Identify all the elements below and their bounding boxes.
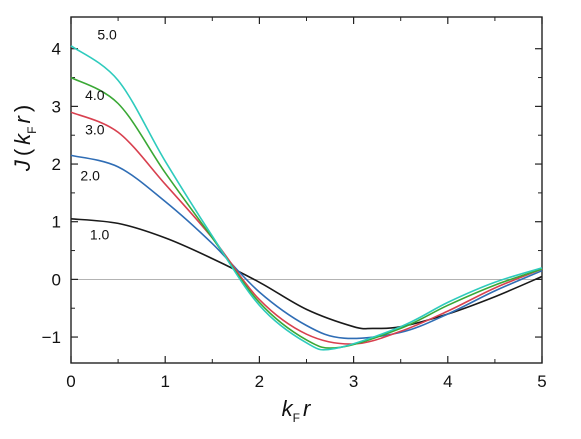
y-axis-title-open: (	[10, 148, 35, 156]
x-tick-label: 1	[160, 372, 169, 391]
curve-label-4.0: 4.0	[85, 87, 105, 103]
y-axis-title-k: k	[10, 133, 35, 145]
x-axis-title-r: r	[303, 396, 312, 421]
y-tick-label: 2	[52, 155, 61, 174]
curve-label-5.0: 5.0	[97, 26, 117, 42]
y-axis-title-close: )	[10, 105, 35, 112]
plot-frame	[70, 16, 543, 364]
tick-labels: 0 1 2 3 4 5 4 3 2 1 0 −1	[42, 40, 547, 391]
x-tick-label: 4	[443, 372, 452, 391]
y-tick-label: 1	[52, 213, 61, 232]
series-line-1.0	[70, 218, 543, 330]
y-tick-label: 3	[52, 97, 61, 116]
x-axis-title: kF r	[282, 396, 312, 425]
y-axis-title-r: r	[10, 114, 35, 123]
x-tick-label: 2	[255, 372, 264, 391]
x-tick-label: 3	[349, 372, 358, 391]
curve-labels: 5.0 4.0 3.0 2.0 1.0	[80, 26, 117, 242]
y-tick-label: 4	[52, 40, 61, 59]
curve-label-2.0: 2.0	[80, 168, 100, 184]
curve-label-3.0: 3.0	[85, 121, 105, 137]
series-line-3.0	[70, 111, 543, 345]
y-axis-title-j: J	[10, 159, 35, 172]
curves	[70, 45, 543, 351]
y-tick-label: 0	[52, 270, 61, 289]
y-axis-title: J ( kFr)	[10, 105, 39, 172]
y-axis-title-sub: F	[25, 126, 39, 133]
ticks	[70, 17, 543, 363]
series-line-5.0	[70, 45, 543, 351]
x-tick-label: 5	[537, 372, 546, 391]
x-axis-title-sub: F	[293, 411, 300, 425]
x-tick-label: 0	[66, 372, 75, 391]
y-tick-label: −1	[42, 328, 61, 347]
curve-label-1.0: 1.0	[90, 226, 110, 242]
x-axis-title-k: k	[282, 396, 294, 421]
series-line-2.0	[70, 154, 543, 340]
series-line-4.0	[70, 76, 543, 349]
